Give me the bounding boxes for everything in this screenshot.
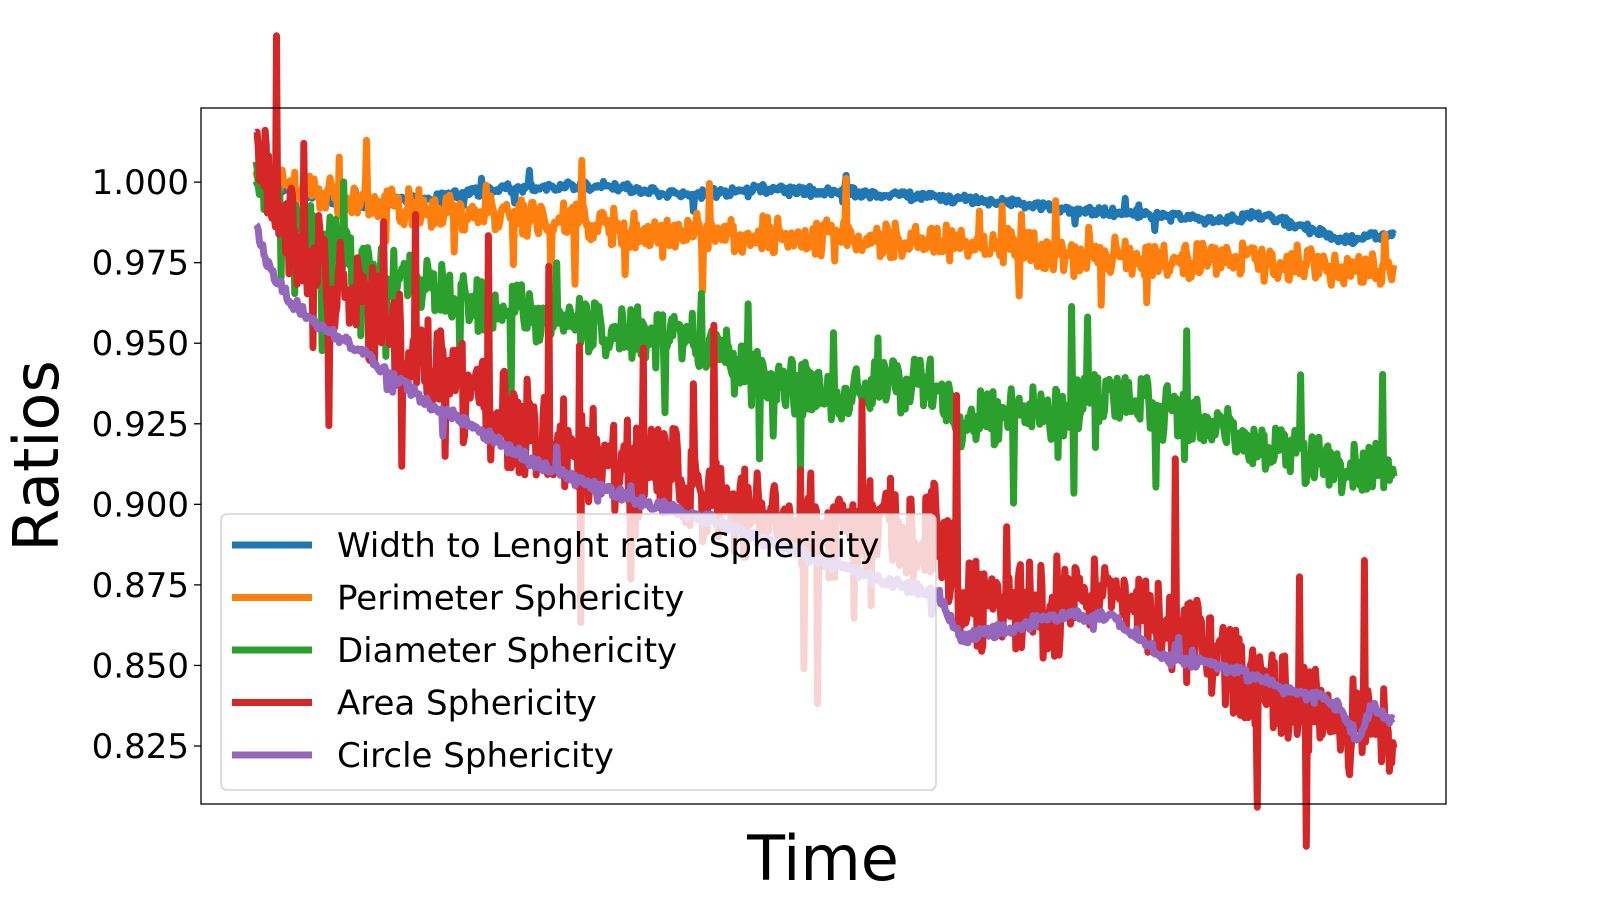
y-tick-label: 0.850	[92, 646, 189, 686]
legend-label-0: Width to Lenght ratio Sphericity	[337, 526, 879, 566]
legend-label-1: Perimeter Sphericity	[337, 579, 684, 619]
y-tick-label: 0.975	[92, 244, 189, 284]
y-tick-label: 0.875	[92, 566, 189, 606]
y-tick-label: 0.825	[92, 727, 189, 767]
y-tick-label: 0.950	[92, 324, 189, 364]
legend-label-2: Diameter Sphericity	[337, 631, 677, 671]
series-line-1	[252, 136, 1398, 309]
legend-label-3: Area Sphericity	[337, 684, 597, 724]
y-tick-label: 0.925	[92, 405, 189, 445]
legend-box	[220, 513, 937, 791]
plot-frame	[200, 107, 1447, 805]
y-axis-label: Ratios	[0, 360, 73, 551]
series-line-2	[252, 161, 1398, 507]
y-axis: 0.825 0.850 0.875 0.900 0.925 0.950 0.975 1.000	[92, 163, 201, 767]
y-tick-label: 1.000	[92, 163, 189, 203]
y-tick-label: 0.900	[92, 485, 189, 525]
legend: Width to Lenght ratio Sphericity Perimete…	[220, 513, 937, 791]
legend-label-4: Circle Sphericity	[337, 736, 614, 776]
x-axis-label: Time	[746, 822, 899, 895]
